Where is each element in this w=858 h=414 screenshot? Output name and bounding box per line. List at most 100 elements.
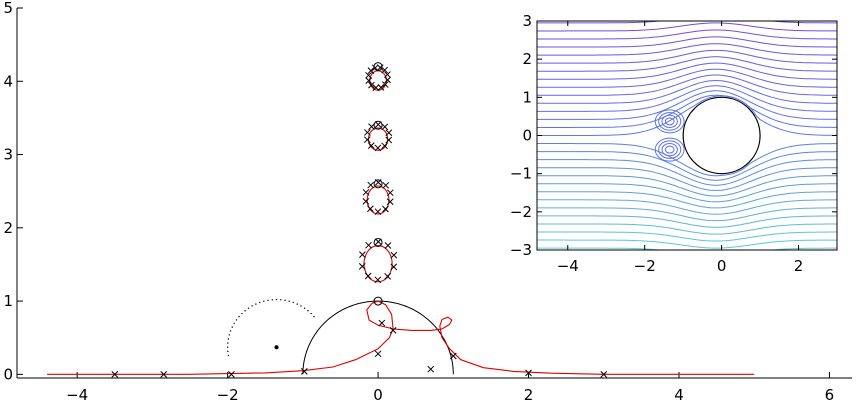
pole-marker [301,368,308,375]
cluster-pole-marker [382,205,389,213]
streamline [537,49,837,64]
cluster-pole-marker [382,181,390,189]
dotted-arc-point [227,338,230,340]
dotted-arc-point [303,307,306,309]
cluster-pole-marker [385,136,393,144]
streamlines [537,21,837,250]
dotted-arc-point [226,346,229,348]
streamline [537,143,837,177]
streamline [537,191,837,209]
dotted-arc-point [275,298,278,301]
cluster-pole-marker [384,272,391,280]
main-y-tick-label: 5 [3,0,13,17]
main-y-tick-label: 0 [3,365,13,383]
pole-marker [389,327,397,334]
dotted-arc-point [233,322,235,325]
cluster-pole-marker [384,242,392,249]
cluster-pole-marker [368,123,375,130]
streamline [537,22,837,32]
dotted-arc-point [263,300,265,302]
main-y-tick-label: 4 [3,72,13,90]
cluster-pole-marker [365,77,373,84]
inset-y-tick-label: −3 [510,241,532,259]
cluster-pole-marker [381,142,388,150]
vortex-ring [658,112,682,131]
unit-circle-arc [302,300,454,375]
streamline [537,95,837,136]
dotted-arc-point [227,350,229,353]
dotted-arc-point [292,301,294,304]
vortex-ring [661,114,678,128]
dotted-arc-point [244,310,246,312]
streamline [537,43,837,56]
zero-marker [373,179,383,189]
cluster-pole-marker [367,181,375,189]
cluster-pole-marker [386,189,394,197]
cluster-pole-marker [385,129,393,137]
red-loop [369,70,387,91]
cluster-pole-marker [374,208,382,216]
streamline [537,90,837,120]
vortex-ring [658,140,682,159]
streamline [537,94,837,128]
streamline [537,207,837,222]
cluster-pole-marker [365,241,372,249]
dotted-arc-point [271,299,273,301]
dotted-arc-point [259,301,261,304]
main-y-tick-label: 3 [3,146,13,164]
streamline [537,239,837,249]
dotted-arc-point [288,300,290,302]
dotted-arc-point [284,299,286,302]
main-x-tick-label: 6 [825,386,835,404]
dotted-arc-point [235,319,238,321]
cluster-pole-marker [384,71,391,78]
dotted-arc-point [241,312,243,315]
dotted-arc-point [228,334,230,336]
cluster-pole-marker [359,251,366,258]
inset-x-tick-label: −4 [557,257,579,275]
streamline [537,85,837,112]
cluster-pole-marker [363,136,371,144]
dotted-arc-point [255,303,257,305]
zero-marker [373,120,383,130]
dotted-arc-point [231,326,233,328]
zero-marker [373,237,383,247]
streamline [537,199,837,215]
cluster-pole-marker [386,198,394,206]
inset-x-tick-label: 0 [717,257,727,275]
cluster-pole-marker [390,251,398,259]
cluster-pole-marker [374,121,382,128]
inset-y-tick-label: −1 [510,165,532,183]
inset-y-tick-label: 2 [522,50,532,68]
dotted-arc-point [267,299,269,302]
inset-y-tick-label: 3 [522,12,532,30]
cluster-pole-marker [384,76,391,84]
red-curve [47,300,755,375]
pole-marker [427,365,435,373]
streamline [537,159,837,186]
streamline [537,21,837,24]
pole-marker [111,370,119,378]
inset-x-tick-label: 2 [794,257,804,275]
main-x-tick-label: 2 [524,386,534,404]
streamline [537,68,837,88]
cluster-pole-marker [372,84,380,91]
cluster-pole-marker [364,272,372,280]
cluster-pole-marker [374,276,382,284]
streamline [537,175,837,197]
cluster-pole-marker [367,205,374,213]
cluster-pole-marker [374,144,382,152]
streamline [537,74,837,96]
dotted-arc-point [227,342,229,344]
main-x-tick-label: −2 [217,386,239,404]
dotted-arc-point [307,310,309,312]
streamline [537,223,837,235]
pole-marker [378,319,386,327]
streamline [537,80,837,104]
cluster-pole-marker [377,84,385,91]
pole-marker [449,352,457,360]
cluster-pole-marker [367,142,375,149]
main-y-tick-label: 1 [3,292,13,310]
main-x-tick-label: 4 [674,386,684,404]
